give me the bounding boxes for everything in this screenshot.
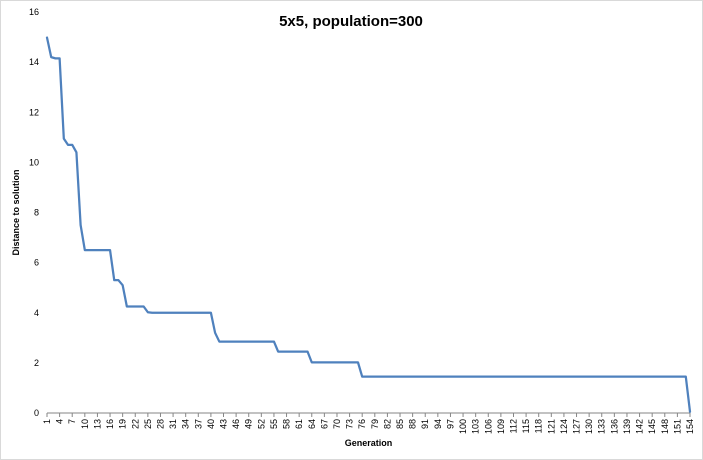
x-tick-label: 1 [42, 419, 52, 424]
x-tick-label: 7 [67, 419, 77, 424]
x-tick-label: 139 [622, 419, 632, 434]
x-tick-label: 79 [370, 419, 380, 429]
y-tick-label: 14 [29, 57, 39, 67]
x-tick-label: 109 [496, 419, 506, 434]
chart-title: 5x5, population=300 [279, 13, 423, 30]
x-tick-label: 121 [546, 419, 556, 434]
x-tick-label: 124 [559, 419, 569, 434]
x-tick-label: 94 [433, 419, 443, 429]
x-tick-label: 19 [118, 419, 128, 429]
x-tick-label: 130 [584, 419, 594, 434]
x-tick-label: 148 [660, 419, 670, 434]
y-axis-title: Distance to solution [11, 169, 21, 255]
x-tick-label: 22 [130, 419, 140, 429]
x-axis-title: Generation [345, 438, 393, 448]
x-tick-label: 10 [80, 419, 90, 429]
y-tick-label: 2 [34, 358, 39, 368]
x-tick-label: 115 [521, 419, 531, 433]
x-tick-label: 118 [534, 419, 544, 433]
x-tick-label: 82 [382, 419, 392, 429]
x-tick-label: 4 [55, 419, 65, 424]
x-tick-label: 73 [345, 419, 355, 429]
x-tick-label: 55 [269, 419, 279, 429]
x-tick-label: 85 [395, 419, 405, 429]
x-tick-label: 25 [143, 419, 153, 429]
x-tick-label: 100 [458, 419, 468, 434]
y-tick-label: 8 [34, 208, 39, 218]
x-tick-label: 91 [420, 419, 430, 429]
x-tick-label: 142 [635, 419, 645, 434]
x-tick-label: 46 [231, 419, 241, 429]
y-tick-label: 10 [29, 157, 39, 167]
y-tick-label: 0 [34, 408, 39, 418]
x-tick-label: 40 [206, 419, 216, 429]
x-tick-label: 151 [672, 419, 682, 434]
x-tick-label: 31 [168, 419, 178, 429]
x-tick-label: 127 [572, 419, 582, 434]
x-tick-label: 52 [256, 419, 266, 429]
x-tick-label: 13 [92, 419, 102, 429]
x-tick-label: 133 [597, 419, 607, 434]
x-tick-label: 67 [319, 419, 329, 429]
x-tick-label: 145 [647, 419, 657, 434]
series-line [45, 36, 692, 413]
x-tick-label: 58 [282, 419, 292, 429]
x-tick-label: 70 [332, 419, 342, 429]
x-tick-label: 88 [408, 419, 418, 429]
x-tick-label: 16 [105, 419, 115, 429]
x-tick-label: 49 [244, 419, 254, 429]
x-tick-label: 34 [181, 419, 191, 429]
x-tick-label: 43 [219, 419, 229, 429]
x-tick-label: 28 [155, 419, 165, 429]
y-tick-label: 4 [34, 308, 39, 318]
y-tick-label: 16 [29, 7, 39, 17]
x-tick-label: 106 [483, 419, 493, 434]
x-tick-label: 136 [609, 419, 619, 434]
x-tick-label: 64 [307, 419, 317, 429]
y-tick-label: 12 [29, 107, 39, 117]
x-tick-label: 61 [294, 419, 304, 429]
x-tick-label: 37 [193, 419, 203, 429]
y-tick-label: 6 [34, 258, 39, 268]
x-tick-label: 76 [357, 419, 367, 429]
x-tick-label: 112 [508, 419, 518, 433]
x-tick-label: 154 [685, 419, 695, 434]
x-tick-label: 103 [471, 419, 481, 434]
x-tick-label: 97 [445, 419, 455, 429]
